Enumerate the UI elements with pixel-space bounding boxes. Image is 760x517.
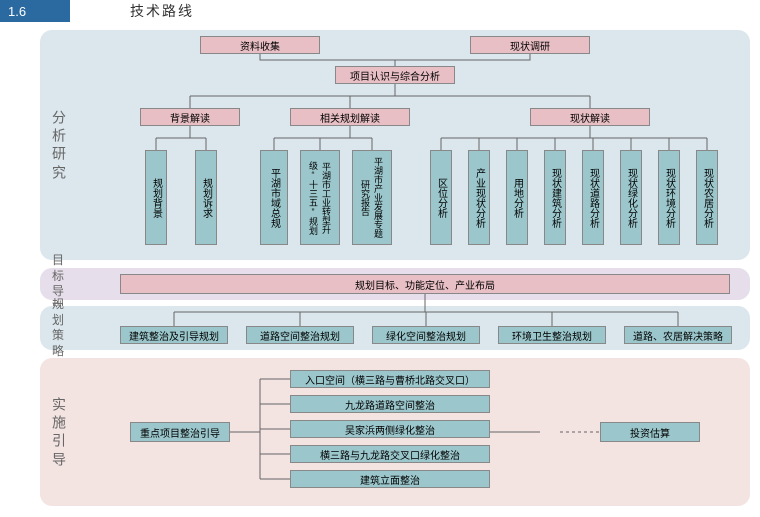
leaf-c5: 现状绿化分析 [620,150,642,245]
leaf-c3: 现状建筑分析 [544,150,566,245]
leaf-a1: 规划诉求 [195,150,217,245]
leaf-c2: 用地分析 [506,150,528,245]
box-status: 现状解读 [530,108,650,126]
strat-1: 道路空间整治规划 [246,326,354,344]
impl-4: 建筑立面整治 [290,470,490,488]
leaf-c1: 产业现状分析 [468,150,490,245]
box-bg: 背景解读 [140,108,240,126]
section-label-strategy: 规划策略 [52,297,72,359]
header: 1.6 技术路线 [0,0,760,22]
leaf-b0: 平湖市域总规 [260,150,288,245]
header-title: 技术路线 [130,1,194,21]
leaf-b1: 平湖市工业转型升级“十三五”规划 [300,150,340,245]
strat-3: 环境卫生整治规划 [498,326,606,344]
impl-3: 横三路与九龙路交叉口绿化整治 [290,445,490,463]
impl-2: 吴家浜两侧绿化整治 [290,420,490,438]
box-plan: 相关规划解读 [290,108,410,126]
box-collect: 资料收集 [200,36,320,54]
impl-1: 九龙路道路空间整治 [290,395,490,413]
leaf-a0: 规划背景 [145,150,167,245]
section-label-analysis: 分析研究 [52,109,72,182]
leaf-c0: 区位分析 [430,150,452,245]
section-label-impl: 实施引导 [52,396,72,469]
leaf-c6: 现状环境分析 [658,150,680,245]
leaf-c7: 现状农居分析 [696,150,718,245]
leaf-c4: 现状道路分析 [582,150,604,245]
strat-0: 建筑整治及引导规划 [120,326,228,344]
box-survey: 现状调研 [470,36,590,54]
impl-left: 重点项目整治引导 [130,422,230,442]
strat-4: 道路、农居解决策略 [624,326,732,344]
header-number: 1.6 [0,0,70,22]
leaf-b2: 平湖市产业发展专题研究报告 [352,150,392,245]
impl-0: 入口空间（横三路与曹桥北路交叉口） [290,370,490,388]
box-analysis: 项目认识与综合分析 [335,66,455,84]
impl-right: 投资估算 [600,422,700,442]
box-goal: 规划目标、功能定位、产业布局 [120,274,730,294]
strat-2: 绿化空间整治规划 [372,326,480,344]
